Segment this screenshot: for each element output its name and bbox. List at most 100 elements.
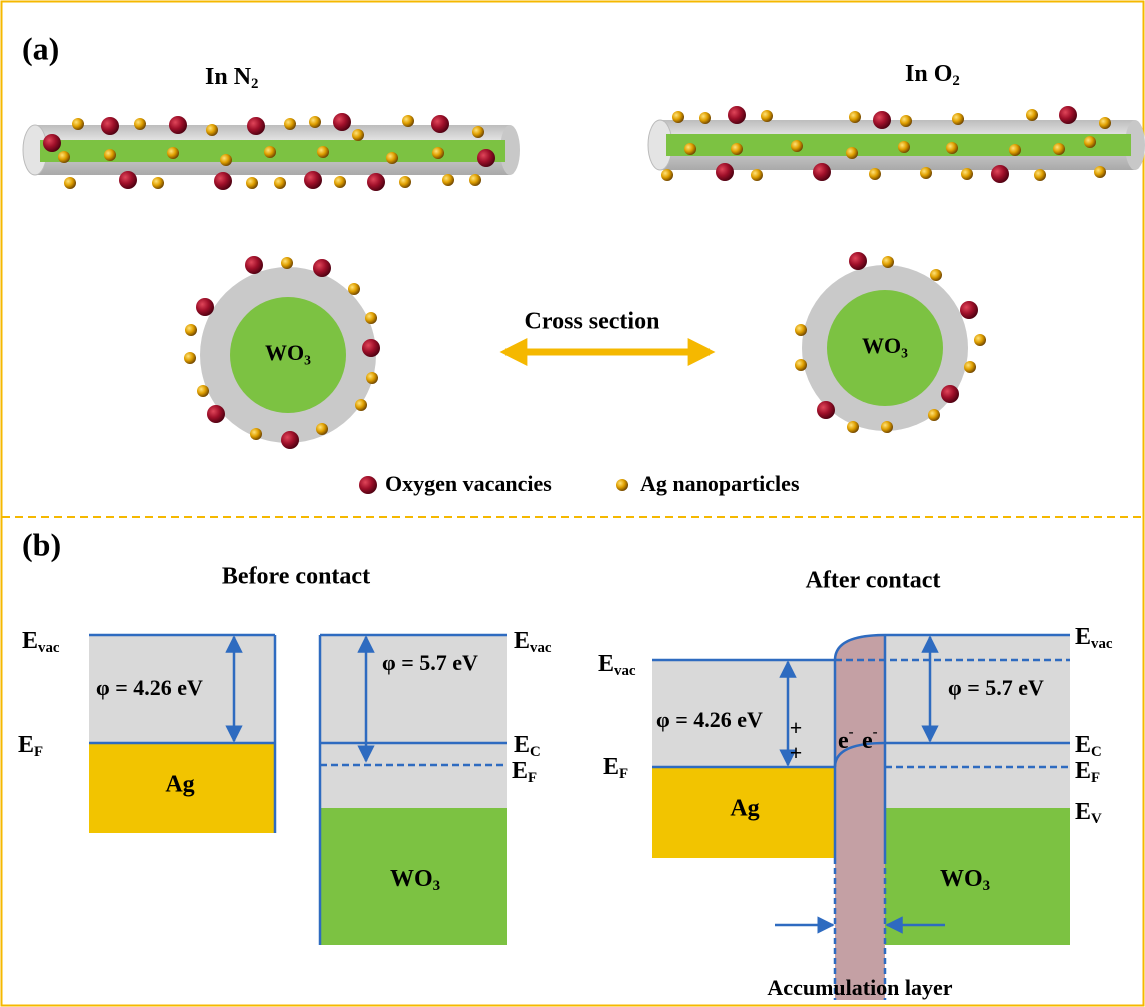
- hole: +: [790, 740, 803, 765]
- oxygen-vacancy: [941, 385, 959, 403]
- material-label: Ag: [165, 772, 194, 798]
- energy-label-sub: V: [1091, 812, 1102, 828]
- ag-particle: [348, 283, 360, 295]
- ag-particle: [366, 372, 378, 384]
- ag-particle: [167, 147, 179, 159]
- ag-particle: [1084, 136, 1096, 148]
- ag-particle: [197, 385, 209, 397]
- energy-label-base: E: [1075, 732, 1091, 758]
- ag-particle: [334, 176, 346, 188]
- ag-particle: [185, 324, 197, 336]
- material-label-base: WO: [940, 866, 983, 892]
- energy-label-sub: F: [528, 771, 537, 787]
- energy-label: EF: [1075, 758, 1100, 787]
- ag-particle: [386, 152, 398, 164]
- energy-label-base: E: [514, 628, 530, 654]
- ag-particle: [761, 110, 773, 122]
- material-label: WO3: [390, 866, 440, 895]
- rod-title-sub: 2: [952, 74, 959, 90]
- ag-particle: [469, 174, 481, 186]
- ag-particle: [72, 118, 84, 130]
- oxygen-vacancy: [333, 113, 351, 131]
- energy-label-sub: vac: [614, 664, 636, 680]
- oxygen-vacancy: [367, 173, 385, 191]
- oxygen-vacancy: [716, 163, 734, 181]
- band-before-ag: [89, 635, 275, 833]
- oxygen-vacancy: [873, 111, 891, 129]
- ag-particle: [751, 169, 763, 181]
- ag-particle: [352, 129, 364, 141]
- material-label-sub: 3: [983, 879, 990, 895]
- oxygen-vacancy: [119, 171, 137, 189]
- ag-particle: [184, 352, 196, 364]
- rod-title: In O2: [905, 61, 960, 90]
- ag-particle: [961, 168, 973, 180]
- core-label-sub: 3: [304, 353, 311, 368]
- legend-label: Oxygen vacancies: [385, 471, 552, 496]
- oxygen-vacancy: [817, 401, 835, 419]
- ag-particle: [795, 324, 807, 336]
- energy-label: EF: [18, 732, 43, 761]
- work-function: φ = 5.7 eV: [948, 675, 1044, 700]
- ag-particle: [946, 142, 958, 154]
- ag-particle: [274, 177, 286, 189]
- ag-particle: [661, 169, 673, 181]
- ag-particle: [355, 399, 367, 411]
- energy-label-sub: F: [1091, 771, 1100, 787]
- hole: +: [790, 715, 803, 740]
- ag-particle: [264, 146, 276, 158]
- energy-label-sub: C: [1091, 745, 1102, 761]
- energy-label-sub: C: [530, 745, 541, 761]
- material-label: Ag: [730, 796, 759, 822]
- ag-particle: [365, 312, 377, 324]
- layer-label: Accumulation layer: [767, 975, 952, 1000]
- ag-particle: [316, 423, 328, 435]
- ag-particle: [432, 147, 444, 159]
- ag-particle: [220, 154, 232, 166]
- oxygen-vacancy: [431, 115, 449, 133]
- electron-sup: -: [873, 725, 878, 741]
- ag-particle: [849, 111, 861, 123]
- ag-particle: [399, 176, 411, 188]
- energy-label: EF: [603, 754, 628, 783]
- oxygen-vacancy: [247, 117, 265, 135]
- ag-particle: [684, 143, 696, 155]
- section-title: After contact: [806, 568, 941, 594]
- oxygen-vacancy: [169, 116, 187, 134]
- oxygen-vacancy: [362, 339, 380, 357]
- oxygen-vacancy: [813, 163, 831, 181]
- electron-base: e: [838, 728, 849, 754]
- ag-particle: [64, 177, 76, 189]
- ag-particle: [1053, 143, 1065, 155]
- ag-particle: [974, 334, 986, 346]
- rod-title-base: In N: [205, 64, 252, 90]
- ag-particle: [699, 112, 711, 124]
- ag-particle: [952, 113, 964, 125]
- oxygen-vacancy: [214, 172, 232, 190]
- ag-particle: [846, 147, 858, 159]
- work-function: φ = 4.26 eV: [96, 675, 203, 700]
- energy-label-base: E: [1075, 624, 1091, 650]
- ag-particle: [1026, 109, 1038, 121]
- oxygen-vacancy: [728, 106, 746, 124]
- cross-section-label: Cross section: [525, 309, 660, 335]
- ag-particle: [104, 149, 116, 161]
- ag-particle: [402, 115, 414, 127]
- energy-label: EC: [1075, 732, 1102, 761]
- energy-label-sub: vac: [1091, 637, 1113, 653]
- ag-particle: [317, 146, 329, 158]
- oxygen-vacancy: [960, 301, 978, 319]
- oxygen-vacancy: [196, 298, 214, 316]
- energy-label-base: E: [18, 732, 34, 758]
- oxygen-vacancy: [359, 476, 377, 494]
- ag-particle: [152, 177, 164, 189]
- energy-label-base: E: [1075, 799, 1091, 825]
- energy-label-base: E: [514, 732, 530, 758]
- oxygen-vacancy: [207, 405, 225, 423]
- work-function: φ = 5.7 eV: [382, 650, 478, 675]
- ag-particle: [882, 256, 894, 268]
- ag-particle: [869, 168, 881, 180]
- band-before-wo3: [320, 635, 507, 945]
- energy-label-sub: F: [34, 745, 43, 761]
- ag-particle: [1099, 117, 1111, 129]
